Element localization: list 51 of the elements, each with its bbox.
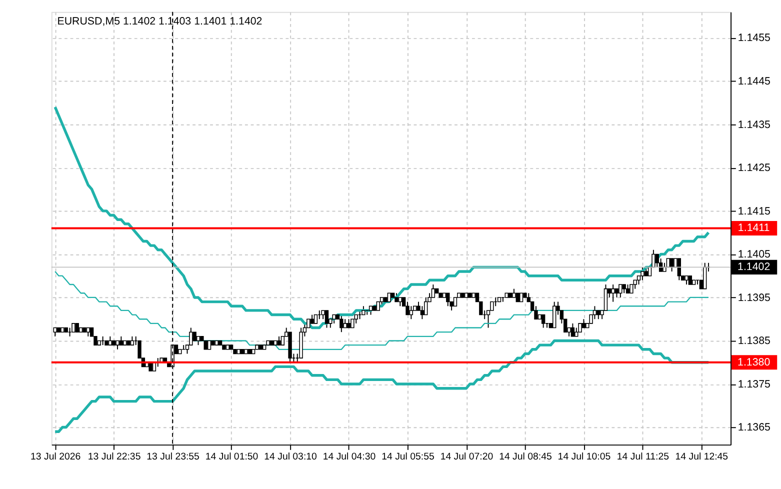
y-tick-label: 1.1455 (738, 32, 770, 44)
candlestick (618, 284, 622, 298)
y-tick-label: 1.1375 (738, 378, 770, 390)
candlestick (409, 306, 414, 320)
candlestick (640, 266, 644, 281)
candlestick (406, 301, 410, 316)
y-tick-label: 1.1405 (738, 248, 770, 261)
candlestick (420, 306, 424, 320)
candlestick (324, 310, 329, 328)
candlestick (534, 306, 538, 320)
candlestick (652, 249, 656, 268)
candlestick (655, 254, 659, 268)
candlestick (570, 322, 575, 337)
candlestick (592, 306, 597, 320)
y-tick-label: 1.1395 (738, 292, 770, 304)
line-series (54, 270, 710, 350)
ref-line-label: 1.1411 (738, 222, 770, 234)
ref-line-label: 1.1380 (738, 356, 770, 368)
x-tick-label: 14 Jul 12:45 (675, 452, 728, 463)
y-tick-label: 1.1365 (738, 422, 770, 434)
x-tick-label: 13 Jul 2026 (30, 452, 81, 463)
candlestick (703, 262, 707, 290)
x-tick-label: 14 Jul 10:05 (558, 452, 611, 463)
x-tick-label: 14 Jul 01:50 (205, 452, 259, 463)
x-tick-label: 14 Jul 11:25 (616, 452, 669, 463)
x-tick-label: 14 Jul 07:20 (440, 452, 494, 463)
y-tick-label: 1.1415 (738, 205, 770, 218)
line-series (54, 106, 710, 330)
candlestick (340, 314, 344, 333)
candlestick (604, 284, 608, 311)
chart-title: EURUSD,M5 1.1402 1.1403 1.1401 1.1402 (57, 16, 262, 28)
candlestick (424, 296, 428, 316)
x-tick-label: 13 Jul 23:55 (146, 452, 200, 463)
candlestick (677, 258, 681, 281)
y-tick-label: 1.1385 (738, 335, 770, 348)
candlestick (541, 314, 546, 328)
x-tick-label: 14 Jul 08:45 (499, 452, 552, 463)
candlestick (189, 327, 193, 346)
x-tick-label: 14 Jul 05:55 (382, 452, 434, 463)
y-tick-label: 1.1435 (738, 118, 770, 131)
candlestick (431, 284, 436, 298)
ref-line-label: 1.1402 (738, 261, 770, 274)
y-tick-label: 1.1425 (738, 162, 770, 174)
candlestick (552, 301, 556, 328)
candlestick (446, 292, 450, 307)
x-tick-label: 13 Jul 22:35 (88, 452, 141, 463)
candlestick (611, 284, 615, 302)
x-tick-label: 14 Jul 04:30 (322, 452, 376, 463)
line-series (54, 339, 710, 433)
x-tick-label: 14 Jul 03:10 (264, 452, 318, 463)
y-tick-label: 1.1445 (738, 76, 770, 88)
